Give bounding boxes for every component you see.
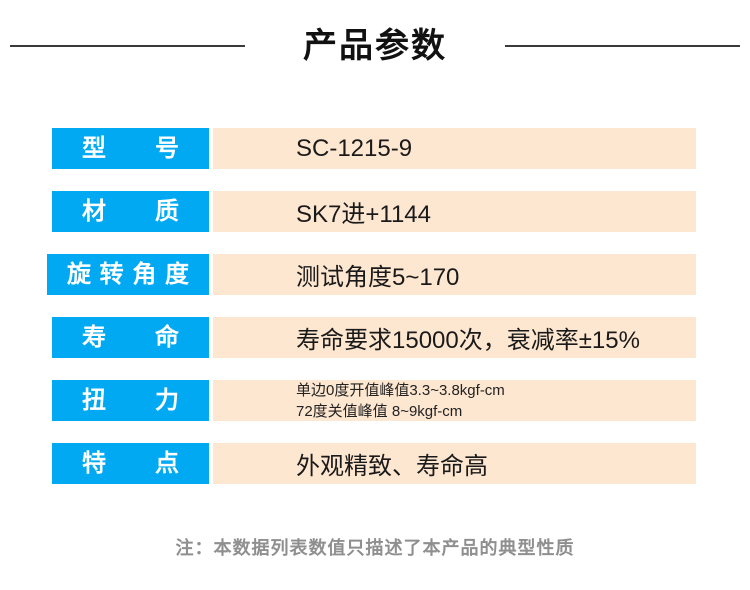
param-label-text: 材质 <box>82 197 179 225</box>
param-label-text: 扭力 <box>82 386 179 414</box>
param-label-text: 特点 <box>82 449 179 477</box>
title-line-left <box>10 45 245 47</box>
param-label: 材质 <box>52 191 209 232</box>
param-row-features: 特点 外观精致、寿命高 <box>0 443 750 484</box>
footnote: 注：本数据列表数值只描述了本产品的典型性质 <box>175 538 575 558</box>
param-label-text: 型号 <box>82 134 179 162</box>
parameter-table: 型号 SC-1215-9 材质 SK7进+1144 旋转角度 测试角度5~170 <box>0 128 750 484</box>
param-row-model: 型号 SC-1215-9 <box>0 128 750 169</box>
param-value: 测试角度5~170 <box>213 254 696 295</box>
param-value: 单边0度开值峰值3.3~3.8kgf-cm 72度关值峰值 8~9kgf-cm <box>213 380 696 421</box>
param-label: 型号 <box>52 128 209 169</box>
param-value-text: SC-1215-9 <box>296 134 413 162</box>
param-label: 扭力 <box>52 380 209 421</box>
param-value: SC-1215-9 <box>213 128 696 169</box>
title-line-right <box>505 45 740 47</box>
param-value-line-2: 72度关值峰值 8~9kgf-cm <box>296 402 463 420</box>
param-value: 寿命要求15000次，衰减率±15% <box>213 317 696 358</box>
param-label: 寿命 <box>52 317 209 358</box>
param-value: 外观精致、寿命高 <box>213 443 696 484</box>
param-row-torque: 扭力 单边0度开值峰值3.3~3.8kgf-cm 72度关值峰值 8~9kgf-… <box>0 380 750 421</box>
title-bar: 产品参数 <box>0 0 750 68</box>
param-row-lifespan: 寿命 寿命要求15000次，衰减率±15% <box>0 317 750 358</box>
param-label-text: 寿命 <box>82 323 179 351</box>
param-value-text: 外观精致、寿命高 <box>296 453 488 480</box>
param-label: 旋转角度 <box>47 254 209 295</box>
param-value: SK7进+1144 <box>213 191 696 232</box>
param-value-text: 测试角度5~170 <box>296 264 460 291</box>
param-value-line-1: 单边0度开值峰值3.3~3.8kgf-cm <box>296 381 505 399</box>
param-value-text: SK7进+1144 <box>296 201 431 228</box>
param-label-text: 旋转角度 <box>67 260 189 288</box>
param-label: 特点 <box>52 443 209 484</box>
page-title: 产品参数 <box>303 27 447 65</box>
param-row-rotation-angle: 旋转角度 测试角度5~170 <box>0 254 750 295</box>
param-value-text: 寿命要求15000次，衰减率±15% <box>296 327 640 354</box>
param-row-material: 材质 SK7进+1144 <box>0 191 750 232</box>
